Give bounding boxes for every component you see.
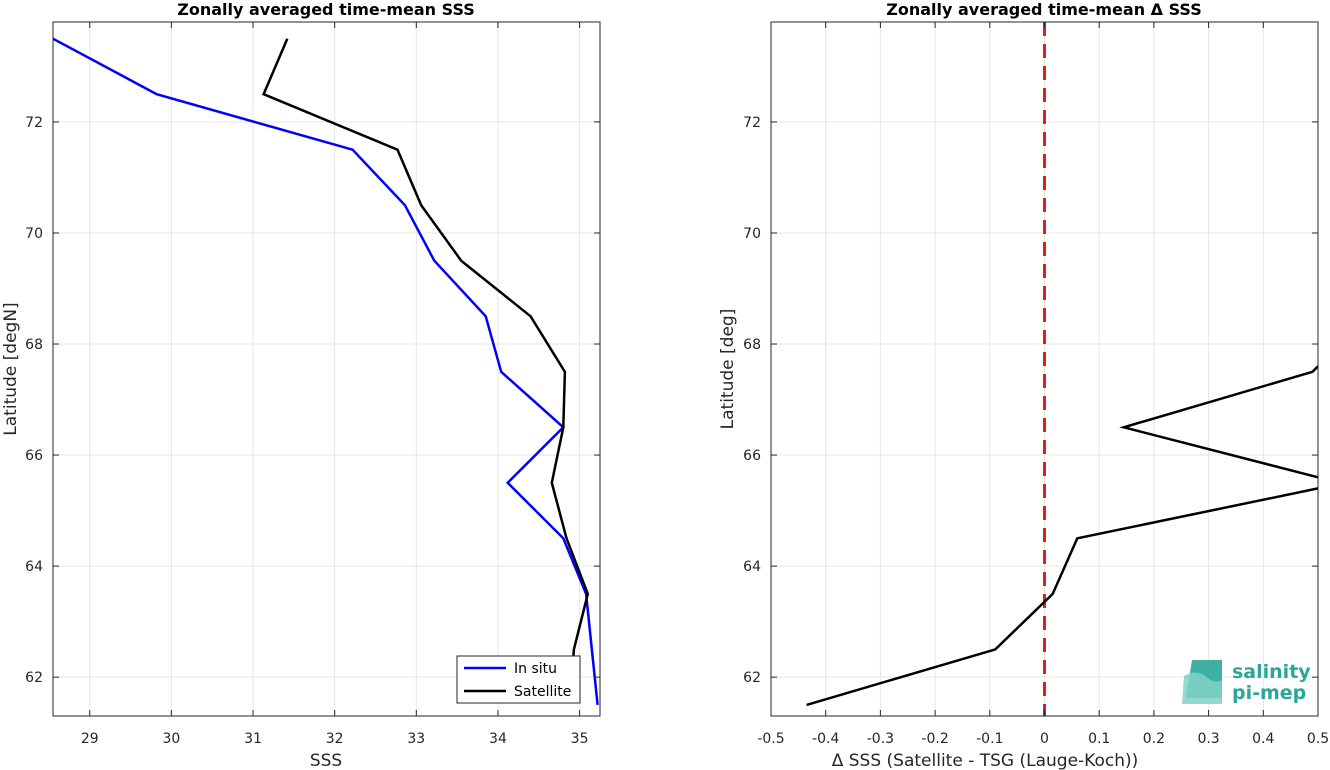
- right-y-tick-label: 68: [743, 337, 761, 353]
- logo-wave-shade-icon: [1182, 672, 1222, 704]
- left-axes-frame: [52, 21, 601, 717]
- left-y-axis-label: Latitude [degN]: [1, 302, 21, 435]
- right-panel: Zonally averaged time-mean Δ SSS -0.5 -0.…: [718, 0, 1329, 770]
- right-gridlines: [770, 22, 1319, 716]
- right-x-tick-label: 0: [1040, 731, 1049, 747]
- left-series-line-in-situ: [52, 37, 599, 706]
- right-y-tick-label: 70: [743, 226, 761, 242]
- left-x-tick-label: 30: [162, 731, 180, 747]
- left-y-tick-label: 68: [25, 337, 43, 353]
- right-series-line-segment-1: [806, 487, 1319, 707]
- left-x-tick-label: 32: [326, 731, 344, 747]
- right-x-tick-label: 0.3: [1197, 731, 1219, 747]
- left-x-tick-label: 29: [81, 731, 99, 747]
- right-y-tick-label: 64: [743, 559, 761, 575]
- left-gridlines: [53, 22, 600, 716]
- right-x-tick-label: -0.2: [921, 731, 948, 747]
- left-panel: Zonally averaged time-mean SSS 29 30 31 32 3…: [1, 0, 601, 770]
- left-series-lines: [52, 37, 599, 706]
- left-y-tick-label: 72: [25, 115, 43, 131]
- right-y-tick-label: 72: [743, 115, 761, 131]
- right-x-tick-label: 0.2: [1143, 731, 1165, 747]
- right-series-lines: [806, 22, 1319, 716]
- right-y-axis-label: Latitude [deg]: [718, 309, 738, 430]
- right-y-tick-label: 62: [743, 670, 761, 686]
- right-series-line-segment-0: [1119, 365, 1319, 479]
- right-y-tick-label: 66: [743, 448, 761, 464]
- left-ticks: 29 30 31 32 33 34 35 62 64 66 68 70 72: [25, 22, 600, 747]
- right-x-tick-label: -0.3: [867, 731, 894, 747]
- left-y-tick-label: 66: [25, 448, 43, 464]
- logo-text-pi-mep: pi-mep: [1232, 682, 1306, 704]
- right-ticks: -0.5 -0.4 -0.3 -0.2 -0.1 0 0.1 0.2 0.3 0.4 0.5 62 64…: [743, 22, 1329, 747]
- right-x-tick-label: -0.5: [757, 731, 784, 747]
- logo-text-salinity: salinity: [1232, 661, 1311, 683]
- right-x-tick-label: 0.5: [1307, 731, 1329, 747]
- legend: In situ Satellite: [456, 655, 581, 704]
- left-x-tick-label: 34: [489, 731, 507, 747]
- left-x-tick-label: 31: [244, 731, 262, 747]
- left-x-tick-label: 35: [571, 731, 589, 747]
- right-chart-title: Zonally averaged time-mean Δ SSS: [886, 0, 1202, 19]
- right-x-tick-label: -0.4: [812, 731, 839, 747]
- right-x-tick-label: 0.1: [1088, 731, 1110, 747]
- right-x-tick-label: -0.1: [976, 731, 1003, 747]
- left-y-tick-label: 64: [25, 559, 43, 575]
- legend-label-in-situ: In situ: [514, 661, 557, 677]
- left-y-tick-label: 70: [25, 226, 43, 242]
- left-chart-title: Zonally averaged time-mean SSS: [177, 0, 475, 19]
- left-y-tick-label: 62: [25, 670, 43, 686]
- left-series-line-satellite: [261, 38, 590, 683]
- right-x-axis-label: Δ SSS (Satellite - TSG (Lauge-Koch)): [832, 751, 1139, 770]
- left-x-tick-label: 33: [407, 731, 425, 747]
- right-x-tick-label: 0.4: [1252, 731, 1274, 747]
- left-x-axis-label: SSS: [310, 751, 342, 770]
- legend-box: [456, 655, 581, 704]
- legend-label-satellite: Satellite: [514, 684, 571, 700]
- salinity-pi-mep-logo: salinity pi-mep: [1182, 660, 1311, 704]
